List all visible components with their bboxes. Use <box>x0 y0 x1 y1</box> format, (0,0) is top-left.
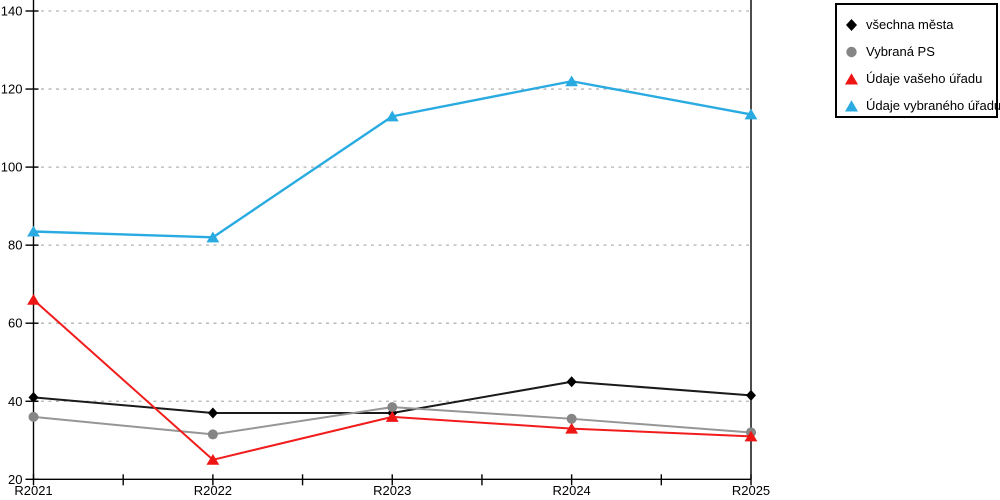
legend-marker-shape <box>845 99 858 111</box>
legend-label: Údaje vašeho úřadu <box>866 71 983 86</box>
legend-diamond-icon <box>846 18 857 31</box>
series-triangle-marker <box>385 110 399 122</box>
legend-item: Údaje vašeho úřadu <box>844 65 996 92</box>
series-diamond-marker <box>28 391 39 403</box>
series-diamond-marker <box>746 389 756 401</box>
series-triangle-marker <box>27 293 40 305</box>
legend-triangle-icon <box>845 72 858 84</box>
y-tick-label: 20 <box>8 472 22 487</box>
legend-label: Vybraná PS <box>866 44 935 59</box>
series-triangle-marker <box>206 231 220 243</box>
legend-box: všechna města Vybraná PS Údaje vašeho úřad… <box>835 3 1000 119</box>
y-tick-label: 100 <box>1 160 23 175</box>
series-triangle-marker <box>744 108 758 120</box>
series-triangle-marker <box>565 422 579 434</box>
series-triangle-marker <box>565 75 579 87</box>
x-category-label: R2025 <box>732 483 770 498</box>
legend-marker-shape <box>846 18 857 31</box>
x-category-label: R2022 <box>194 483 232 498</box>
legend-label: všechna města <box>866 17 954 32</box>
x-category-label: R2021 <box>14 483 52 498</box>
series-triangle-marker <box>206 453 220 465</box>
legend-item: Údaje vybraného úřadu <box>844 92 1000 119</box>
legend-marker-shape <box>846 46 857 57</box>
y-tick-label: 60 <box>8 316 22 331</box>
y-tick-label: 120 <box>1 82 23 97</box>
y-tick-label: 80 <box>8 238 22 253</box>
series-circle-marker <box>387 402 398 413</box>
series-triangle-marker <box>27 225 40 237</box>
series-triangle-marker <box>744 430 758 442</box>
legend-marker-shape <box>845 72 858 84</box>
series-circle-marker <box>28 411 39 422</box>
legend-item: Vybraná PS <box>844 38 996 65</box>
y-tick-label: 140 <box>1 4 23 19</box>
series-line <box>32 80 753 239</box>
legend-triangle-icon <box>845 99 858 111</box>
x-category-label: R2024 <box>552 483 590 498</box>
series-diamond-marker <box>566 376 577 388</box>
series-triangle-marker <box>385 411 399 422</box>
series-circle-marker <box>566 413 577 424</box>
y-tick-label: 40 <box>8 394 22 409</box>
series-diamond-marker <box>207 407 218 419</box>
legend-circle-icon <box>846 46 857 57</box>
series-circle-marker <box>207 429 218 440</box>
legend-item: všechna města <box>844 11 996 38</box>
x-category-label: R2023 <box>373 483 411 498</box>
legend-label: Údaje vybraného úřadu <box>866 98 1000 113</box>
